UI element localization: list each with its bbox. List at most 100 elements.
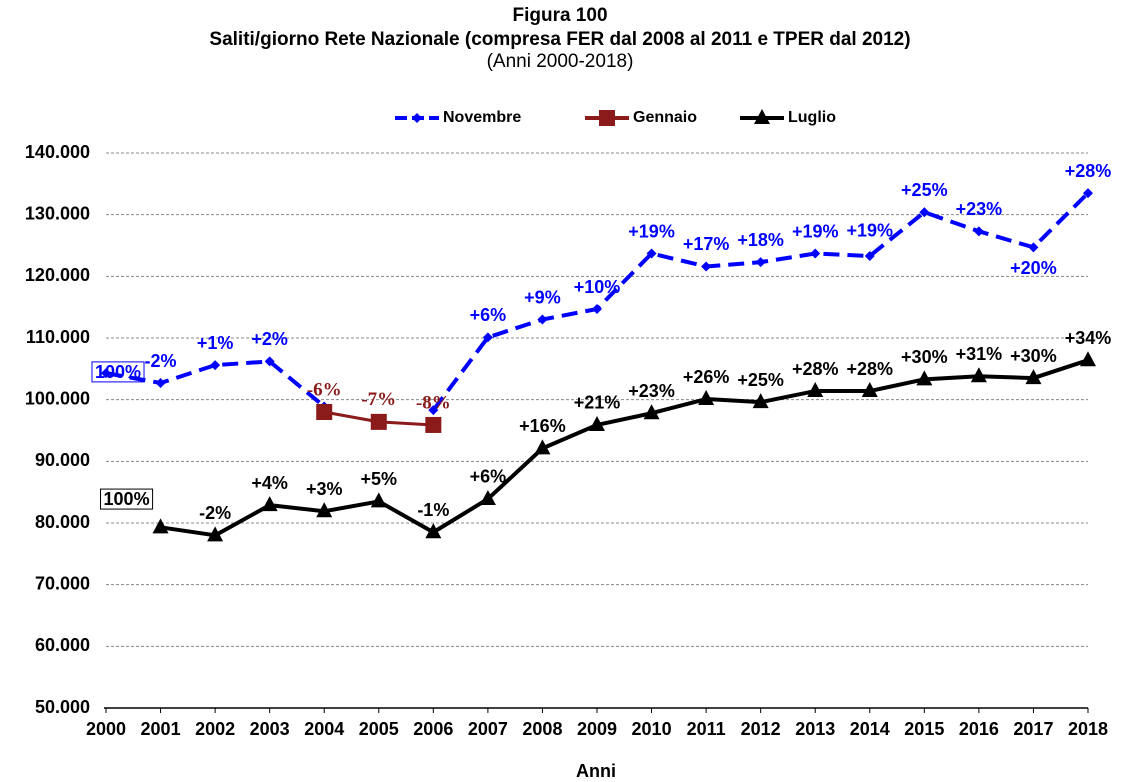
data-label: +5% — [361, 469, 398, 489]
x-tick-label: 2010 — [632, 719, 672, 739]
marker — [864, 250, 875, 261]
marker — [370, 492, 387, 508]
data-label: -1% — [417, 500, 449, 520]
marker — [534, 439, 551, 455]
data-label: +28% — [847, 359, 894, 379]
x-tick-label: 2012 — [741, 719, 781, 739]
x-tick-label: 2006 — [413, 719, 453, 739]
label-box — [100, 488, 154, 510]
marker — [370, 413, 387, 430]
legend-label: Luglio — [788, 109, 836, 126]
data-label: +28% — [792, 359, 839, 379]
x-tick-label: 2007 — [468, 719, 508, 739]
data-label: -2% — [145, 351, 177, 371]
marker — [264, 356, 275, 367]
marker — [916, 370, 933, 386]
x-tick-label: 2011 — [687, 719, 726, 739]
y-tick-label: 140.000 — [25, 142, 90, 162]
marker — [425, 523, 442, 539]
marker — [810, 248, 821, 259]
legend-label: Gennaio — [633, 109, 697, 126]
y-tick-label: 60.000 — [35, 635, 90, 655]
series-line — [160, 358, 1089, 538]
y-tick-label: 130.000 — [25, 203, 90, 223]
data-label: +6% — [470, 467, 507, 487]
marker — [861, 382, 878, 398]
label-box — [91, 361, 145, 383]
marker — [919, 207, 930, 218]
marker — [646, 248, 657, 259]
x-tick-label: 2016 — [959, 719, 999, 739]
marker — [210, 360, 221, 371]
data-label: +19% — [628, 221, 675, 241]
x-tick-label: 2002 — [195, 719, 235, 739]
data-label: +23% — [628, 381, 675, 401]
marker — [1083, 188, 1093, 199]
marker — [643, 404, 660, 420]
x-tick-label: 2014 — [850, 719, 890, 739]
legend-marker — [412, 113, 422, 123]
data-label: +20% — [1010, 258, 1057, 278]
x-tick-label: 2008 — [522, 719, 562, 739]
marker — [698, 390, 715, 406]
marker — [479, 489, 496, 505]
data-label: +26% — [683, 367, 730, 387]
marker — [701, 261, 712, 272]
y-tick-label: 80.000 — [35, 512, 90, 532]
marker — [589, 415, 605, 431]
marker — [425, 416, 442, 433]
data-label: +31% — [956, 344, 1003, 364]
data-label: -6% — [307, 379, 342, 400]
marker — [973, 226, 984, 237]
marker — [207, 526, 224, 542]
data-label: +1% — [197, 333, 234, 353]
data-label: +30% — [901, 347, 948, 367]
marker — [101, 368, 111, 379]
series-line — [105, 359, 326, 408]
marker — [155, 378, 166, 389]
data-label: 100% — [104, 489, 150, 509]
data-label: +18% — [737, 230, 784, 250]
data-label: -8% — [416, 392, 451, 413]
data-label: +25% — [737, 370, 784, 390]
marker — [152, 518, 169, 534]
x-axis-title: Anni — [576, 761, 616, 781]
marker — [482, 332, 493, 343]
legend-marker — [754, 109, 770, 124]
marker — [807, 382, 824, 398]
data-label: +30% — [1010, 346, 1057, 366]
data-label: 100% — [95, 362, 141, 382]
data-label: +23% — [956, 199, 1003, 219]
marker — [316, 502, 333, 518]
marker — [970, 367, 987, 383]
y-tick-label: 110.000 — [26, 327, 90, 347]
data-label: -2% — [199, 503, 231, 523]
data-label: +19% — [847, 221, 894, 241]
x-tick-label: 2017 — [1013, 719, 1053, 739]
y-tick-label: 100.000 — [25, 388, 90, 408]
x-tick-label: 2015 — [904, 719, 944, 739]
data-label: +21% — [574, 393, 621, 413]
marker — [1028, 242, 1039, 253]
x-tick-label: 2000 — [86, 719, 126, 739]
y-tick-label: 120.000 — [25, 265, 90, 285]
marker — [428, 405, 439, 416]
marker — [592, 304, 602, 315]
chart-title: Figura 100 — [512, 5, 607, 26]
x-tick-label: 2013 — [795, 719, 835, 739]
chart-subtitle: Saliti/giorno Rete Nazionale (compresa F… — [209, 29, 910, 50]
data-label: +17% — [683, 234, 730, 254]
marker — [537, 314, 548, 325]
data-label: -7% — [361, 389, 396, 410]
data-label: +4% — [251, 473, 288, 493]
y-tick-label: 70.000 — [35, 573, 90, 593]
data-label: +28% — [1065, 161, 1112, 181]
marker — [1080, 351, 1096, 367]
data-label: +34% — [1065, 328, 1112, 348]
x-tick-label: 2003 — [250, 719, 290, 739]
data-label: +25% — [901, 180, 948, 200]
x-tick-label: 2018 — [1068, 719, 1108, 739]
y-tick-label: 90.000 — [35, 450, 90, 470]
x-tick-label: 2005 — [359, 719, 399, 739]
